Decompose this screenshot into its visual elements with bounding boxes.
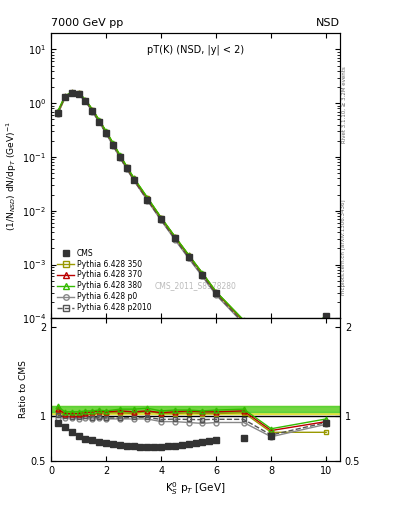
Y-axis label: Ratio to CMS: Ratio to CMS (19, 360, 28, 418)
Text: 7000 GeV pp: 7000 GeV pp (51, 18, 123, 28)
Bar (51, 406, 340, 412)
Legend: CMS, Pythia 6.428 350, Pythia 6.428 370, Pythia 6.428 380, Pythia 6.428 p0, Pyth: CMS, Pythia 6.428 350, Pythia 6.428 370,… (55, 246, 154, 314)
Text: Rivet 3.1.10, ≥ 3.2M events: Rivet 3.1.10, ≥ 3.2M events (342, 66, 346, 143)
Y-axis label: (1/N$_{NSD}$) dN/dp$_T$ (GeV)$^{-1}$: (1/N$_{NSD}$) dN/dp$_T$ (GeV)$^{-1}$ (5, 121, 19, 231)
Text: NSD: NSD (316, 18, 340, 28)
Text: pT(K) (NSD, |y| < 2): pT(K) (NSD, |y| < 2) (147, 45, 244, 55)
Text: mcplots.cern.ch [arXiv:1306.3436]: mcplots.cern.ch [arXiv:1306.3436] (342, 199, 346, 295)
Bar (51, 406, 340, 415)
X-axis label: K$^0_S$ p$_T$ [GeV]: K$^0_S$ p$_T$ [GeV] (165, 480, 226, 497)
Text: CMS_2011_S8978280: CMS_2011_S8978280 (154, 281, 237, 290)
